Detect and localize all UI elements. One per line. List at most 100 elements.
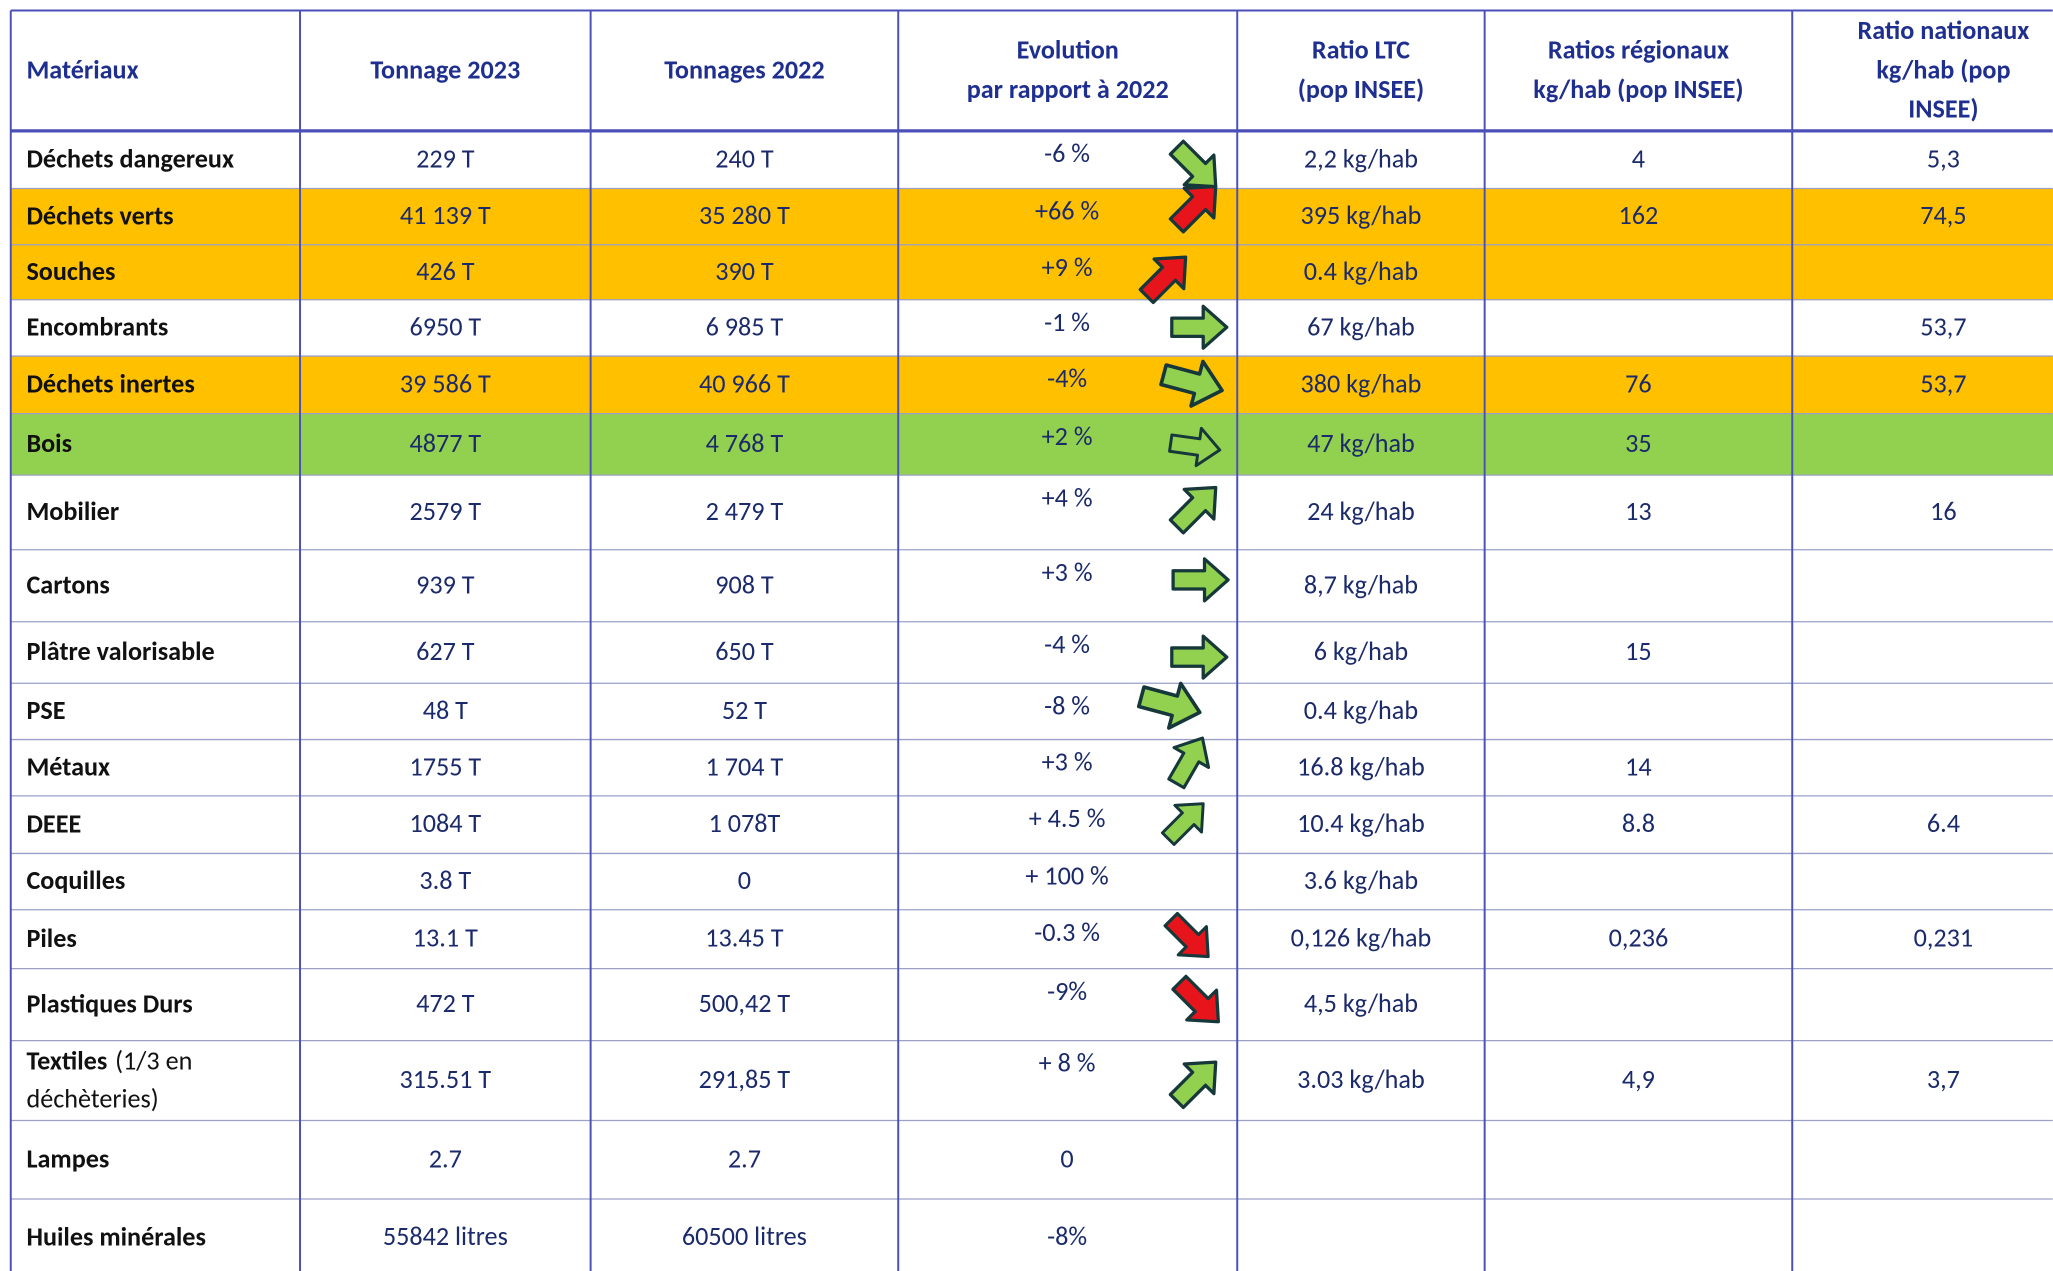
value-cell: 15 [1625, 636, 1652, 668]
header-cell: Ratios régionaux [1548, 35, 1729, 67]
arrow-shape [1163, 911, 1210, 959]
material-name: Textiles [26, 1046, 107, 1078]
value-cell: +3 % [1042, 557, 1093, 589]
value-cell: 426 T [416, 256, 475, 288]
value-cell: 55842 litres [383, 1221, 508, 1253]
header-cell: Ratio nationaux [1858, 15, 2030, 47]
value-cell: 315.51 T [400, 1064, 492, 1096]
value-cell: -6 % [1044, 138, 1090, 170]
value-cell: 10.4 kg/hab [1297, 808, 1425, 840]
value-cell: 8,7 kg/hab [1304, 569, 1418, 601]
arrow-shape [1159, 359, 1224, 408]
value-cell: 380 kg/hab [1300, 368, 1421, 400]
value-cell: 4 768 T [706, 428, 784, 460]
trend-arrow [1138, 255, 1188, 305]
value-cell: 3,7 [1927, 1064, 1960, 1096]
row-highlight [10, 413, 2053, 476]
value-cell: 500,42 T [699, 988, 791, 1020]
material-cell: Bois [26, 428, 72, 460]
value-cell: 5,3 [1927, 143, 1960, 175]
arrow-shape [1168, 184, 1218, 234]
arrow-shape [1160, 802, 1205, 846]
material-cell: Huiles minérales [26, 1221, 205, 1253]
material-cell: Coquilles [26, 865, 125, 897]
material-note: déchèteries) [26, 1084, 158, 1116]
material-cell: Piles [26, 923, 76, 955]
material-note: (1/3 en [115, 1046, 192, 1078]
arrow-shape [1138, 255, 1188, 305]
value-cell: 0 [738, 865, 751, 897]
value-cell: 1 078T [709, 808, 781, 840]
value-cell: 2579 T [409, 496, 481, 528]
value-cell: 0,126 kg/hab [1291, 923, 1432, 955]
value-cell: -0.3 % [1034, 917, 1100, 949]
header-cell: par rapport à 2022 [967, 74, 1169, 106]
material-cell: PSE [26, 695, 65, 727]
value-cell: 48 T [423, 695, 468, 727]
value-cell: 4877 T [409, 428, 481, 460]
material-cell: Plâtre valorisable [26, 636, 214, 668]
value-cell: 0 [1060, 1143, 1073, 1175]
value-cell: 472 T [416, 988, 475, 1020]
value-cell: 2 479 T [706, 496, 784, 528]
value-cell: 4,5 kg/hab [1304, 988, 1418, 1020]
material-cell: Déchets inertes [26, 368, 194, 400]
header-cell: Evolution [1017, 35, 1119, 67]
header-cell: Matériaux [26, 54, 138, 86]
value-cell: 13 [1625, 496, 1652, 528]
value-cell: -9% [1047, 976, 1087, 1008]
material-cell: Plastiques Durs [26, 988, 192, 1020]
material-cell: Métaux [26, 751, 110, 783]
value-cell: 650 T [715, 636, 774, 668]
header-cell: kg/hab (pop [1876, 54, 2010, 86]
value-cell: 60500 litres [682, 1221, 807, 1253]
material-cell: Cartons [26, 569, 109, 601]
header-cell: Tonnages 2022 [664, 54, 824, 86]
header-cell: Ratio LTC [1312, 35, 1410, 67]
trend-arrow [1163, 911, 1210, 959]
value-cell: 6.4 [1927, 808, 1960, 840]
value-cell: -4 % [1044, 629, 1090, 661]
value-cell: 908 T [715, 569, 774, 601]
value-cell: 6 kg/hab [1314, 636, 1408, 668]
value-cell: 47 kg/hab [1307, 428, 1415, 460]
material-cell: Lampes [26, 1143, 109, 1175]
value-cell: 2.7 [728, 1143, 761, 1175]
value-cell: 162 [1619, 200, 1659, 232]
value-cell: 76 [1625, 368, 1652, 400]
value-cell: 0.4 kg/hab [1304, 695, 1418, 727]
value-cell: 74,5 [1920, 200, 1966, 232]
value-cell: 1 704 T [706, 751, 784, 783]
value-cell: 35 [1625, 428, 1652, 460]
value-cell: 0.4 kg/hab [1304, 256, 1418, 288]
value-cell: 229 T [416, 143, 475, 175]
value-cell: 4 [1632, 143, 1645, 175]
header-cell: Tonnage 2023 [370, 54, 520, 86]
trend-arrow [1170, 634, 1229, 680]
trend-arrow [1168, 184, 1218, 234]
arrow-shape [1170, 304, 1229, 350]
row-highlight [10, 356, 2053, 414]
value-cell: 53,7 [1920, 368, 1966, 400]
arrow-shape [1136, 681, 1202, 730]
value-cell: + 100 % [1025, 861, 1108, 893]
value-cell: 939 T [416, 569, 475, 601]
arrow-shape [1168, 426, 1222, 468]
arrow-shape [1171, 557, 1230, 603]
arrow-shape [1170, 634, 1229, 680]
value-cell: +9 % [1042, 252, 1093, 284]
value-cell: 39 586 T [400, 368, 491, 400]
trend-arrow [1167, 736, 1211, 790]
value-cell: +2 % [1042, 421, 1093, 453]
material-cell: Textiles (1/3 en [26, 1046, 192, 1078]
header-cell: INSEE) [1908, 94, 1978, 126]
trend-arrow [1170, 304, 1229, 350]
value-cell: 240 T [715, 143, 774, 175]
material-cell: Déchets dangereux [26, 143, 234, 175]
value-cell: 14 [1625, 751, 1652, 783]
value-cell: 6 985 T [706, 311, 784, 343]
value-cell: 4,9 [1622, 1064, 1655, 1096]
value-cell: 35 280 T [699, 200, 790, 232]
value-cell: 3.03 kg/hab [1297, 1064, 1425, 1096]
